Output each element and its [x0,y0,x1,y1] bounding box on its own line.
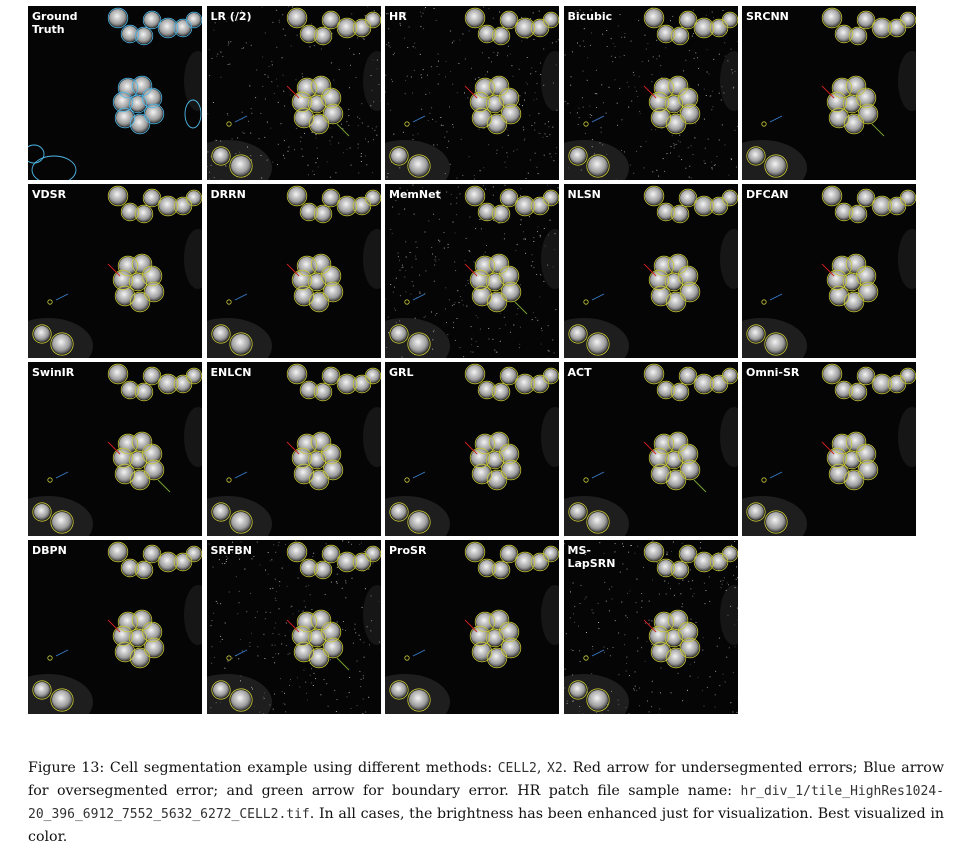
panel-image [564,362,738,536]
panel-label: SRCNN [746,10,806,23]
panel-image [207,184,381,358]
panel-bicubic: Bicubic [564,6,738,180]
panel-label: MS-LapSRN [568,544,628,570]
panel-hr: HR [385,6,559,180]
panel-label: Omni-SR [746,366,806,379]
panel-label: SwinIR [32,366,92,379]
panel-image [28,184,202,358]
panel-image [742,184,916,358]
panel-label: ProSR [389,544,449,557]
panel-image [207,540,381,714]
panel-label: VDSR [32,188,92,201]
panel-drrn: DRRN [207,184,381,358]
panel-image [385,540,559,714]
figure-caption: Figure 13: Cell segmentation example usi… [28,757,944,848]
panel-image [564,6,738,180]
caption-code-x2: X2 [547,761,563,776]
panel-dbpn: DBPN [28,540,202,714]
caption-code-cell2: CELL2 [498,761,537,776]
panel-label: Bicubic [568,10,628,23]
panel-ground-truth: Ground Truth [28,6,202,180]
panel-srfbn: SRFBN [207,540,381,714]
panel-dfcan: DFCAN [742,184,916,358]
panel-omni-sr: Omni-SR [742,362,916,536]
panel-image [385,362,559,536]
panel-grl: GRL [385,362,559,536]
panel-enlcn: ENLCN [207,362,381,536]
panel-image [742,362,916,536]
panel-image [385,6,559,180]
figure-panel-grid: Ground Truth LR (/2) HR Bicubic SRCNN VDSR DRR… [28,6,920,720]
panel-image [28,540,202,714]
panel-image [564,184,738,358]
caption-text-1: Figure 13: Cell segmentation example usi… [28,760,498,776]
panel-srcnn: SRCNN [742,6,916,180]
panel-image [385,184,559,358]
panel-act: ACT [564,362,738,536]
panel-image [742,6,916,180]
panel-prosr: ProSR [385,540,559,714]
panel-image [28,362,202,536]
panel-label: HR [389,10,449,23]
panel-label: DFCAN [746,188,806,201]
panel-vdsr: VDSR [28,184,202,358]
panel-memnet: MemNet [385,184,559,358]
panel-swinir: SwinIR [28,362,202,536]
panel-image [207,6,381,180]
panel-label: LR (/2) [211,10,271,23]
panel-label: NLSN [568,188,628,201]
panel-ms-lapsrn: MS-LapSRN [564,540,738,714]
panel-label: SRFBN [211,544,271,557]
panel-label: DBPN [32,544,92,557]
panel-label: ACT [568,366,628,379]
panel-lr-2: LR (/2) [207,6,381,180]
panel-label: ENLCN [211,366,271,379]
panel-label: Ground Truth [32,10,92,36]
panel-nlsn: NLSN [564,184,738,358]
panel-label: MemNet [389,188,449,201]
panel-image [207,362,381,536]
caption-sep: , [537,760,547,776]
panel-label: GRL [389,366,449,379]
panel-label: DRRN [211,188,271,201]
